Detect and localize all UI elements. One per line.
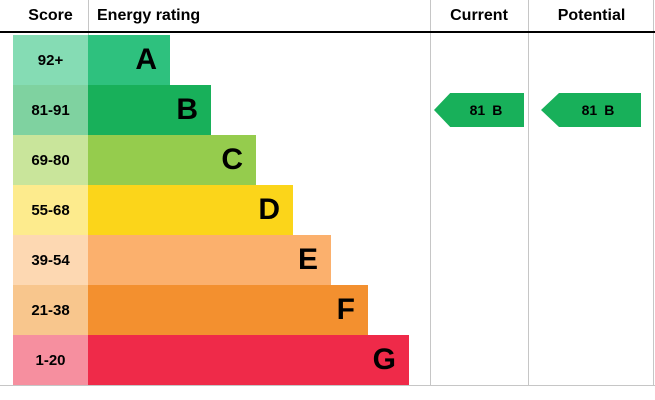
rating-bar-c: C [88,135,256,185]
rating-bar-d: D [88,185,293,235]
score-range-e: 39-54 [13,235,88,285]
score-range-b: 81-91 [13,85,88,135]
current-rating-arrow: 81 B [434,93,524,127]
band-row-f: 21-38 F [0,285,430,335]
chart-bottom-border [0,385,655,386]
header-current: Current [450,7,508,24]
potential-rating-band: B [604,102,615,118]
potential-rating-arrow: 81 B [541,93,641,127]
divider-current-potential [528,0,529,385]
score-range-f: 21-38 [13,285,88,335]
score-range-d: 55-68 [13,185,88,235]
band-row-d: 55-68 D [0,185,430,235]
current-rating-band: B [492,102,503,118]
rating-bar-g: G [88,335,409,385]
header-energy-rating: Energy rating [97,7,201,24]
score-range-c: 69-80 [13,135,88,185]
band-row-c: 69-80 C [0,135,430,185]
rating-bar-f: F [88,285,368,335]
score-range-a: 92+ [13,35,88,85]
rating-bar-a: A [88,35,170,85]
potential-rating-value: 81 [581,102,598,118]
chart-header: Score Energy rating Current Potential [0,0,655,33]
rating-bar-b: B [88,85,211,135]
divider-right-edge [653,0,654,385]
rating-bar-e: E [88,235,331,285]
divider-rating-current [430,0,431,385]
band-row-g: 1-20 G [0,335,430,385]
band-row-b: 81-91 B [0,85,430,135]
score-range-g: 1-20 [13,335,88,385]
band-row-e: 39-54 E [0,235,430,285]
current-rating-value: 81 [469,102,486,118]
header-score: Score [28,7,73,24]
band-row-a: 92+ A [0,35,430,85]
header-potential: Potential [557,7,626,24]
